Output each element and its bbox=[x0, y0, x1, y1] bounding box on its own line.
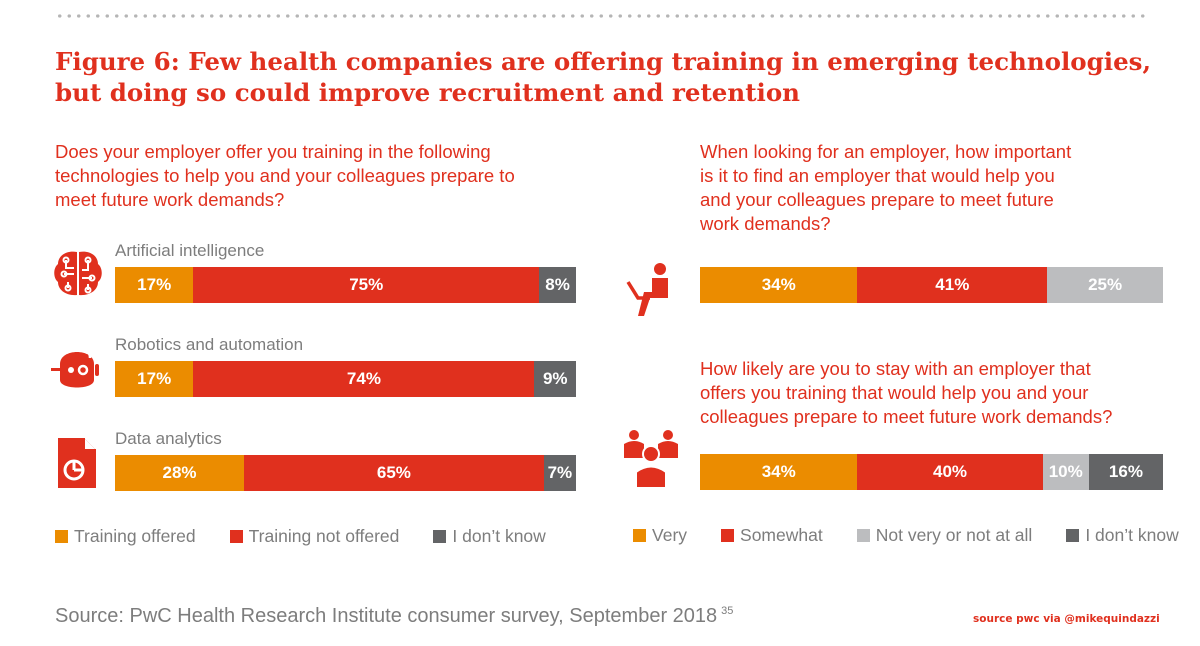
question-line: technologies to help you and your collea… bbox=[55, 165, 515, 186]
legend-item: Training not offered bbox=[229, 526, 400, 547]
right-question-2: How likely are you to stay with an emplo… bbox=[700, 357, 1112, 429]
question-line: and your colleagues prepare to meet futu… bbox=[700, 189, 1054, 210]
legend-item: Training offered bbox=[55, 526, 196, 547]
category-label: Data analytics bbox=[115, 429, 222, 448]
question-line: How likely are you to stay with an emplo… bbox=[700, 358, 1091, 379]
legend-label: Somewhat bbox=[740, 525, 823, 545]
question-line: When looking for an employer, how import… bbox=[700, 141, 1072, 162]
stacked-bar-data-analytics: 28% 65% 7% bbox=[115, 455, 576, 491]
legend-swatch bbox=[229, 530, 243, 543]
bar-segment-training-not-offered: 65% bbox=[244, 455, 544, 491]
legend-item: Not very or not at all bbox=[856, 525, 1033, 546]
watermark-credit: source pwc via @mikequindazzi bbox=[973, 613, 1160, 625]
legend-label: Not very or not at all bbox=[875, 525, 1033, 545]
title-line: Figure 6: Few health companies are offer… bbox=[55, 47, 1151, 76]
source-note: Source: PwC Health Research Institute co… bbox=[55, 605, 733, 628]
right-legend: Very Somewhat Not very or not at all I don’… bbox=[633, 525, 1179, 546]
figure-title: Figure 6: Few health companies are offer… bbox=[55, 46, 1155, 108]
category-label: Artificial intelligence bbox=[115, 241, 265, 260]
question-line: offers you training that would help you … bbox=[700, 382, 1089, 403]
source-text: Source: PwC Health Research Institute co… bbox=[55, 605, 718, 627]
dotted-divider bbox=[55, 14, 1150, 18]
legend-item: I don’t know bbox=[433, 526, 546, 547]
right-question-1: When looking for an employer, how import… bbox=[700, 140, 1071, 236]
data-report-icon bbox=[58, 438, 96, 488]
question-line: is it to find an employer that would hel… bbox=[700, 165, 1055, 186]
legend-label: I don’t know bbox=[452, 526, 546, 546]
bar-segment-training-offered: 17% bbox=[115, 267, 194, 303]
bar-segment-somewhat: 41% bbox=[857, 267, 1048, 303]
bar-segment-training-offered: 28% bbox=[115, 455, 245, 491]
legend-item: Somewhat bbox=[721, 525, 823, 546]
people-group-icon bbox=[624, 430, 678, 489]
bar-segment-not-very-or-not-at-all: 10% bbox=[1042, 454, 1089, 490]
stacked-bar-robotics: 17% 74% 9% bbox=[115, 361, 576, 397]
question-line: work demands? bbox=[700, 213, 831, 234]
legend-label: Training not offered bbox=[248, 526, 400, 546]
bar-segment-i-don-t-know: 16% bbox=[1088, 454, 1163, 490]
bar-segment-not-very-or-not-at-all: 25% bbox=[1047, 267, 1163, 303]
bar-segment-training-offered: 17% bbox=[115, 361, 194, 397]
legend-swatch bbox=[1066, 529, 1080, 542]
legend-swatch bbox=[856, 529, 870, 542]
question-line: colleagues prepare to meet future work d… bbox=[700, 406, 1113, 427]
stacked-bar-importance: 34% 41% 25% bbox=[700, 267, 1163, 303]
category-label: Robotics and automation bbox=[115, 335, 304, 354]
question-line: meet future work demands? bbox=[55, 189, 285, 210]
question-line: Does your employer offer you training in… bbox=[55, 141, 491, 162]
legend-swatch bbox=[55, 530, 68, 543]
brain-circuit-icon bbox=[54, 251, 102, 296]
legend-label: Very bbox=[652, 525, 688, 545]
stacked-bar-artificial-intelligence: 17% 75% 8% bbox=[115, 267, 576, 303]
bar-segment-very: 34% bbox=[700, 267, 858, 303]
left-question: Does your employer offer you training in… bbox=[55, 140, 515, 212]
bar-segment-i-don-t-know: 8% bbox=[539, 267, 576, 303]
bar-segment-very: 34% bbox=[700, 454, 858, 490]
bar-segment-training-not-offered: 74% bbox=[193, 361, 535, 397]
robot-head-icon bbox=[51, 346, 99, 388]
legend-label: Training offered bbox=[74, 526, 196, 546]
legend-item: Very bbox=[633, 525, 687, 546]
bar-segment-i-don-t-know: 9% bbox=[534, 361, 576, 397]
bar-segment-somewhat: 40% bbox=[857, 454, 1043, 490]
footnote-number: 35 bbox=[721, 605, 734, 617]
title-line: but doing so could improve recruitment a… bbox=[55, 78, 800, 107]
person-at-laptop-icon bbox=[626, 263, 668, 316]
legend-label: I don’t know bbox=[1085, 525, 1179, 545]
legend-swatch bbox=[433, 530, 447, 543]
stacked-bar-retention: 34% 40% 10% 16% bbox=[700, 454, 1163, 490]
bar-segment-training-not-offered: 75% bbox=[193, 267, 540, 303]
legend-swatch bbox=[633, 529, 646, 542]
legend-swatch bbox=[721, 529, 735, 542]
bar-segment-i-don-t-know: 7% bbox=[543, 455, 576, 491]
left-legend: Training offered Training not offered I do… bbox=[55, 526, 546, 547]
legend-item: I don’t know bbox=[1066, 525, 1179, 546]
